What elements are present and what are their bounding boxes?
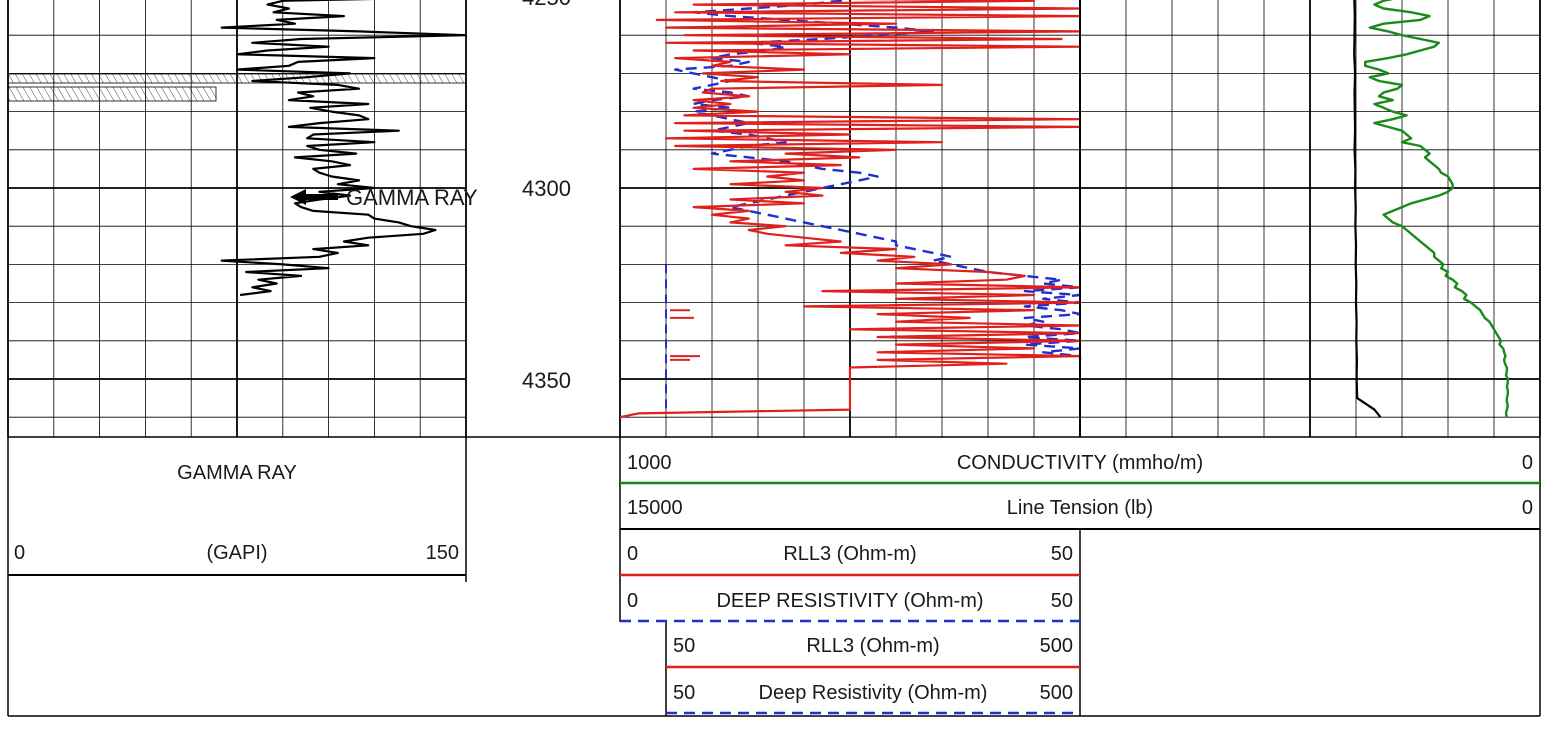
deep-b-header-label: Deep Resistivity (Ohm-m): [759, 682, 988, 704]
gamma-annotation-label: GAMMA RAY: [346, 185, 478, 210]
line-tension-curve: [1353, 0, 1382, 418]
rll3-b-header-min: 50: [673, 635, 695, 657]
gamma-header-unit: (GAPI): [206, 542, 267, 564]
conductivity-track: [1079, 0, 1541, 437]
rll3-a-header-min: 0: [627, 543, 638, 565]
gamma-grid: [7, 0, 467, 437]
conductivity-header-label: CONDUCTIVITY (mmho/m): [957, 452, 1203, 474]
rll3-b-header-label: RLL3 (Ohm-m): [806, 635, 939, 657]
resistivity-track: [619, 0, 1082, 437]
gamma-header-min: 0: [14, 542, 25, 564]
annotation-arrow-icon: [290, 189, 338, 205]
tension-header-max: 0: [1522, 497, 1533, 519]
deep-b-header-max: 500: [1040, 682, 1073, 704]
conductivity-curves-layer: [1353, 0, 1509, 418]
deep-a-header-max: 50: [1051, 590, 1073, 612]
conductivity-header-min: 1000: [627, 452, 672, 474]
gamma-curve-layer: [220, 0, 468, 297]
header-area: GAMMA RAY 0 (GAPI) 150 1000 CONDUCTIVITY…: [7, 436, 1541, 717]
gamma-header-max: 150: [426, 542, 459, 564]
hatch-band-upper: [7, 73, 467, 84]
tension-header-min: 15000: [627, 497, 683, 519]
depth-label-4250: 4250: [522, 0, 571, 10]
deep-b-header-min: 50: [673, 682, 695, 704]
conductivity-curve: [1364, 0, 1509, 418]
depth-track: 4250 4300 4350: [522, 0, 571, 393]
conductivity-header-max: 0: [1522, 452, 1533, 474]
depth-label-4350: 4350: [522, 368, 571, 393]
tension-header-label: Line Tension (lb): [1007, 497, 1153, 519]
deep-a-header-label: DEEP RESISTIVITY (Ohm-m): [716, 590, 983, 612]
gamma-ray-track: GAMMA RAY: [7, 0, 478, 437]
rll3-curve: [619, 0, 1082, 419]
rll3-b-header-max: 500: [1040, 635, 1073, 657]
deep-a-header-min: 0: [627, 590, 638, 612]
gamma-ray-curve: [220, 0, 468, 297]
resistivity-curves-layer: [619, 0, 1082, 419]
depth-label-4300: 4300: [522, 176, 571, 201]
gamma-header-title: GAMMA RAY: [177, 462, 297, 484]
rll3-a-header-label: RLL3 (Ohm-m): [783, 543, 916, 565]
hatch-band-lower: [7, 86, 217, 102]
rll3-a-header-max: 50: [1051, 543, 1073, 565]
